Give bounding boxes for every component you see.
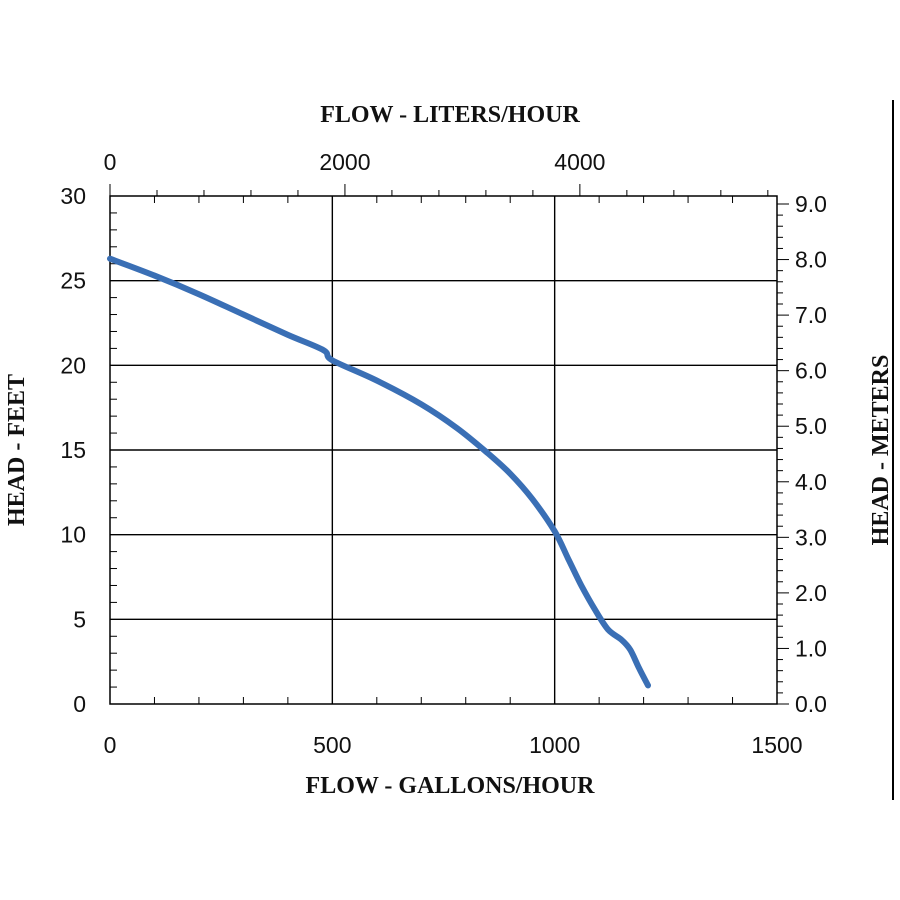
y2-tick-label: 6.0 [795, 358, 827, 384]
y2-tick-label: 1.0 [795, 635, 827, 661]
grid [110, 196, 777, 704]
y2-tick-label: 2.0 [795, 580, 827, 606]
y-tick-label: 10 [60, 522, 86, 548]
left-axis-title: HEAD - FEET [4, 374, 30, 526]
y2-tick-label: 7.0 [795, 302, 827, 328]
x-tick-label: 500 [313, 732, 351, 758]
plot-frame [109, 195, 778, 705]
y-tick-label: 15 [60, 437, 86, 463]
bottom-axis-title: FLOW - GALLONS/HOUR [306, 773, 596, 799]
pump-curve-line [107, 255, 651, 689]
y2-tick-label: 4.0 [795, 469, 827, 495]
tick-labels: 0 500 1000 1500 0 5 10 15 20 25 30 0 2000 4000 0.0 1.0 2… [60, 149, 827, 758]
y-tick-label: 25 [60, 268, 86, 294]
y-tick-label: 0 [73, 691, 86, 717]
right-axis-title: HEAD - METERS [868, 355, 894, 546]
top-axis-title: FLOW - LITERS/HOUR [320, 102, 580, 128]
x2-tick-label: 2000 [319, 149, 370, 175]
y-tick-label: 20 [60, 352, 86, 378]
y-tick-label: 30 [60, 183, 86, 209]
x2-tick-label: 4000 [554, 149, 605, 175]
x-tick-label: 0 [104, 732, 117, 758]
y2-tick-label: 0.0 [795, 691, 827, 717]
y2-tick-label: 3.0 [795, 524, 827, 550]
series-layer [107, 255, 651, 689]
minor-ticks [109, 184, 789, 705]
x2-tick-label: 0 [104, 149, 117, 175]
y2-tick-label: 9.0 [795, 191, 827, 217]
y2-tick-label: 8.0 [795, 247, 827, 273]
x-tick-label: 1500 [751, 732, 802, 758]
y-tick-label: 5 [73, 606, 86, 632]
x-tick-label: 1000 [529, 732, 580, 758]
y2-tick-label: 5.0 [795, 413, 827, 439]
